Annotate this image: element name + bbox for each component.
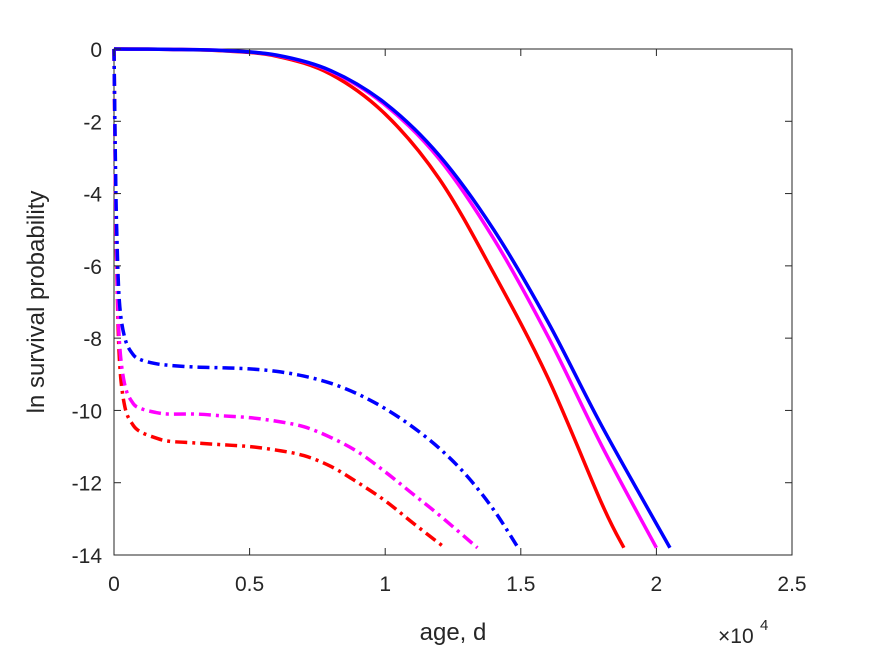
y-axis: 0 -2 -4 -6 -8 -10 -12 -14 [72, 39, 792, 568]
x-tick-label: 0 [108, 573, 120, 596]
y-axis-label: ln survival probability [23, 191, 50, 414]
y-tick-label: -6 [83, 256, 102, 279]
y-tick-label: -10 [72, 400, 102, 423]
y-tick-label: -2 [83, 111, 102, 134]
x-tick-label: 2 [651, 573, 663, 596]
x-tick-label: 1 [379, 573, 391, 596]
y-tick-label: -8 [83, 328, 102, 351]
x-tick-label: 2.5 [777, 573, 806, 596]
x-axis-exponent-base: ×10 [718, 625, 754, 648]
plot-area [112, 47, 793, 556]
plot-frame [113, 48, 793, 556]
y-tick-label: -4 [83, 184, 102, 207]
x-axis-label: age, d [420, 619, 487, 646]
series-line-6 [112, 48, 520, 549]
y-tick-label: 0 [90, 39, 102, 62]
series-layer [112, 47, 672, 550]
series-line-3 [113, 47, 672, 549]
x-axis-exponent-power: 4 [760, 617, 768, 634]
x-tick-label: 1.5 [506, 573, 535, 596]
x-axis: 0 0.5 1 1.5 2 2.5 [108, 49, 807, 596]
y-tick-label: -14 [72, 545, 103, 568]
y-tick-label: -12 [72, 473, 102, 496]
x-tick-label: 0.5 [235, 573, 264, 596]
